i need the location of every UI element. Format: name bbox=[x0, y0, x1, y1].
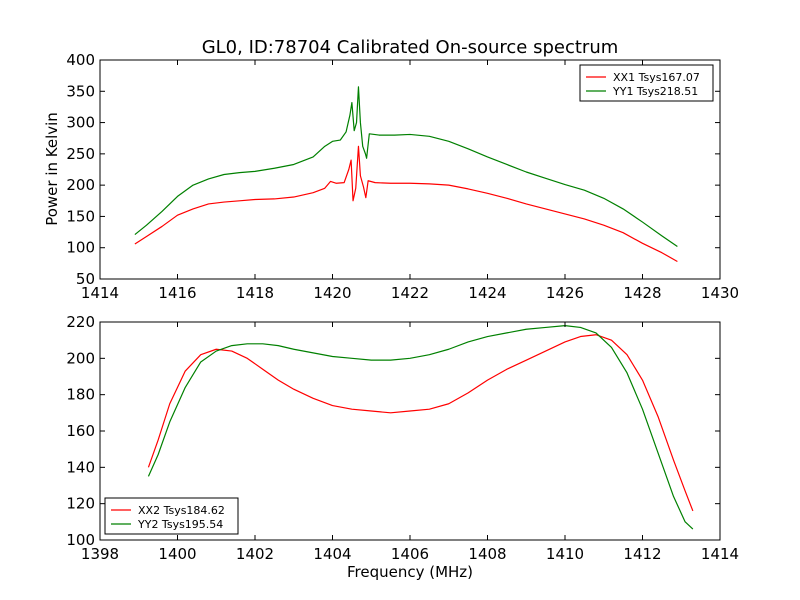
y-tick-label: 50 bbox=[76, 270, 95, 288]
y-tick-label: 400 bbox=[66, 51, 95, 69]
y-axis-label-top: Power in Kelvin bbox=[43, 112, 61, 226]
x-tick-label: 1416 bbox=[158, 284, 196, 302]
series-line-2-2 bbox=[147, 325, 694, 530]
x-tick-label: 1398 bbox=[81, 545, 119, 563]
legend-label: XX2 Tsys184.62 bbox=[138, 504, 225, 517]
plot-panels: 1414 1416 1418 1420 1422 1424 1426 1428 1430 50 10… bbox=[66, 51, 739, 563]
legend-label: XX1 Tsys167.07 bbox=[613, 71, 700, 84]
panel-1: 1414 1416 1418 1420 1422 1424 1426 1428 1430 50 10… bbox=[66, 51, 739, 302]
x-tick-label: 1404 bbox=[313, 545, 351, 563]
legend-label: YY1 Tsys218.51 bbox=[612, 85, 698, 98]
x-tick-label: 1406 bbox=[391, 545, 429, 563]
series-line-1-1 bbox=[134, 145, 678, 263]
x-tick-label: 1426 bbox=[546, 284, 584, 302]
y-tick-label: 200 bbox=[66, 176, 95, 194]
y-tick-label: 350 bbox=[66, 82, 95, 100]
x-tick-label: 1408 bbox=[468, 545, 506, 563]
x-tick-label: 1428 bbox=[623, 284, 661, 302]
legend-box bbox=[579, 64, 714, 102]
x-tick-label: 1402 bbox=[236, 545, 274, 563]
series-line-1-2 bbox=[134, 86, 678, 247]
x-tick-label: 1414 bbox=[701, 545, 739, 563]
y-tick-label: 140 bbox=[66, 458, 95, 476]
y-tick-label: 100 bbox=[66, 239, 95, 257]
y-tick-label: 180 bbox=[66, 386, 95, 404]
y-tick-label: 220 bbox=[66, 313, 95, 331]
y-tick-label: 200 bbox=[66, 349, 95, 367]
x-tick-label: 1400 bbox=[158, 545, 196, 563]
x-tick-label: 1424 bbox=[468, 284, 506, 302]
y-tick-label: 120 bbox=[66, 495, 95, 513]
panel-2: 1398 1400 1402 1404 1406 1408 1410 1412 1414 100 1… bbox=[66, 313, 739, 563]
x-tick-label: 1422 bbox=[391, 284, 429, 302]
x-axis-label: Frequency (MHz) bbox=[347, 563, 473, 581]
x-tick-label: 1414 bbox=[81, 284, 119, 302]
x-tick-label: 1420 bbox=[313, 284, 351, 302]
y-tick-label: 150 bbox=[66, 207, 95, 225]
y-tick-label: 300 bbox=[66, 114, 95, 132]
y-tick-label: 250 bbox=[66, 145, 95, 163]
legend-box bbox=[104, 497, 239, 535]
legend-label: YY2 Tsys195.54 bbox=[137, 518, 223, 531]
y-tick-label: 160 bbox=[66, 422, 95, 440]
y-tick-label: 100 bbox=[66, 531, 95, 549]
series-line-2-1 bbox=[147, 334, 694, 512]
chart-title: GL0, ID:78704 Calibrated On-source spect… bbox=[202, 37, 619, 58]
x-tick-label: 1418 bbox=[236, 284, 274, 302]
x-tick-label: 1430 bbox=[701, 284, 739, 302]
x-tick-label: 1412 bbox=[623, 545, 661, 563]
x-tick-label: 1410 bbox=[546, 545, 584, 563]
